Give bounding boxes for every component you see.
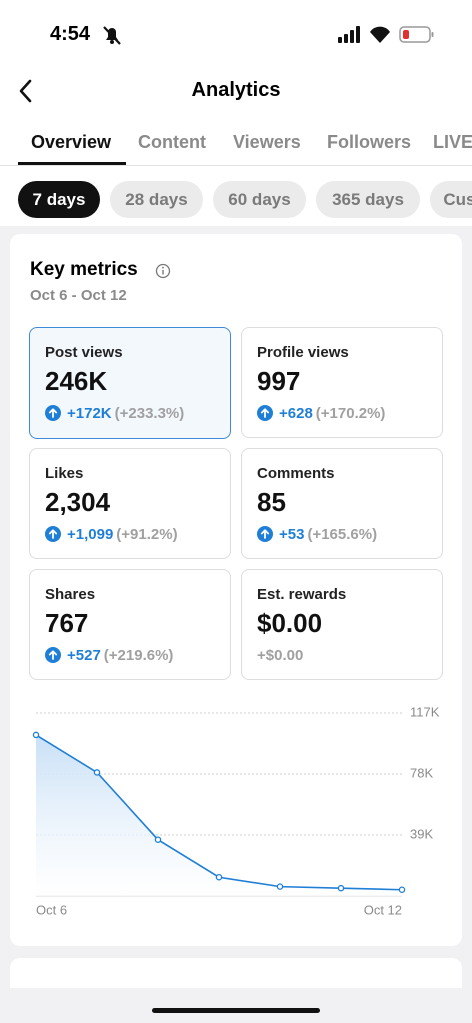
metric-change: +1,099 (+91.2%) <box>45 526 178 543</box>
metric-card[interactable]: Est. rewards $0.00 +$0.00 <box>241 569 443 680</box>
change-value: +53 <box>279 526 305 543</box>
tab[interactable]: LIVE <box>433 132 472 152</box>
back-button[interactable] <box>16 78 36 104</box>
point <box>276 883 284 890</box>
point <box>398 886 406 893</box>
metric-card[interactable]: Profile views 997 +628 (+170.2%) <box>241 327 443 438</box>
home-indicator <box>152 1008 320 1013</box>
metric-value: 997 <box>257 366 301 396</box>
tab[interactable]: Viewers <box>233 132 301 152</box>
date-range: Oct 6 - Oct 12 <box>30 287 127 304</box>
metric-card[interactable]: Shares 767 +527 (+219.6%) <box>29 569 231 680</box>
area <box>36 734 402 896</box>
up-icon <box>257 405 273 421</box>
point <box>32 731 40 739</box>
chart: 39K 78K 117K Oct 6 Oct 12 <box>32 704 440 917</box>
info-icon[interactable] <box>154 262 172 280</box>
status-time: 4:54 <box>50 23 91 45</box>
y-tick-label: 117K <box>410 704 440 719</box>
change-percent: (+170.2%) <box>315 405 386 422</box>
tab-underline <box>18 162 126 165</box>
metric-label: Comments <box>257 465 335 482</box>
point <box>93 769 101 776</box>
metric-change: +527 (+219.6%) <box>45 647 173 664</box>
range-selector: 7 days 28 days 60 days 365 days Custom <box>0 181 472 219</box>
status-icons <box>338 26 434 43</box>
range-pill[interactable]: 7 days <box>18 181 100 218</box>
y-tick-label: 78K <box>410 765 433 780</box>
metric-change: +$0.00 <box>257 647 303 664</box>
metric-card[interactable]: Comments 85 +53 (+165.6%) <box>241 448 443 559</box>
metric-card[interactable]: Post views 246K +172K (+233.3%) <box>29 327 231 439</box>
point <box>154 836 162 843</box>
change-value: +527 <box>67 647 101 664</box>
up-icon <box>45 647 61 663</box>
metric-value: $0.00 <box>257 608 323 638</box>
change-percent: (+91.2%) <box>116 526 178 543</box>
tab[interactable]: Overview <box>31 132 112 152</box>
metric-change: +172K (+233.3%) <box>45 405 184 422</box>
metric-value: 2,304 <box>45 487 111 517</box>
up-icon <box>45 405 61 421</box>
metric-value: 767 <box>45 608 89 638</box>
up-icon <box>45 526 61 542</box>
tab[interactable]: Followers <box>327 132 412 152</box>
point <box>215 873 223 881</box>
metric-value: 85 <box>257 487 286 517</box>
change-value: +172K <box>67 405 112 422</box>
up-icon <box>257 526 273 542</box>
metric-label: Profile views <box>257 344 349 361</box>
change-percent: (+165.6%) <box>307 526 378 543</box>
metric-label: Post views <box>45 344 123 361</box>
metric-change: +628 (+170.2%) <box>257 405 385 422</box>
range-pill[interactable]: 60 days <box>213 181 306 218</box>
x-tick-label: Oct 6 <box>36 902 67 917</box>
y-tick-label: 39K <box>410 826 433 841</box>
change-percent: (+219.6%) <box>103 647 174 664</box>
x-tick-label: Oct 12 <box>364 902 402 917</box>
tab-bar: Overview Content Viewers Followers LIVE <box>0 130 472 166</box>
change-value: +$0.00 <box>257 647 304 664</box>
change-percent: (+233.3%) <box>114 405 185 422</box>
metric-label: Shares <box>45 586 96 603</box>
point <box>337 884 345 892</box>
metric-change: +53 (+165.6%) <box>257 526 377 543</box>
change-value: +1,099 <box>67 526 114 543</box>
metric-card[interactable]: Likes 2,304 +1,099 (+91.2%) <box>29 448 231 559</box>
tab[interactable]: Content <box>138 132 206 152</box>
metric-label: Likes <box>45 465 84 482</box>
range-pill[interactable]: 365 days <box>316 181 420 218</box>
section-title: Key metrics <box>30 259 138 280</box>
change-value: +628 <box>279 405 313 422</box>
range-pill[interactable]: 28 days <box>110 181 203 218</box>
next-card <box>10 958 462 988</box>
range-pill[interactable]: Custom <box>430 181 472 218</box>
mute-icon <box>103 26 121 45</box>
page-title: Analytics <box>191 79 281 101</box>
metric-value: 246K <box>45 366 108 396</box>
metric-label: Est. rewards <box>257 586 347 603</box>
